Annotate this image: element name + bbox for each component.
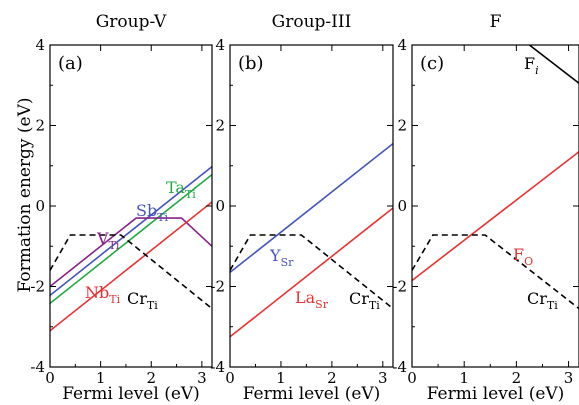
- y-tick-label: -2: [210, 278, 225, 296]
- series-line-f-i: [528, 45, 579, 84]
- x-axis-title: Fermi level (eV): [427, 384, 565, 404]
- series-line-cr-ti: [230, 234, 393, 310]
- x-tick-label: 3: [378, 369, 388, 387]
- panel-title: Group-III: [272, 12, 352, 32]
- y-tick-label: -4: [392, 358, 407, 376]
- x-tick-label: 3: [197, 369, 207, 387]
- y-tick-label: 0: [215, 197, 225, 215]
- plot-frame: [411, 44, 579, 368]
- series-group: [230, 142, 393, 338]
- x-tick-label: 1: [459, 369, 469, 387]
- series-line-f-o: [412, 151, 579, 282]
- x-tick-label: 0: [407, 369, 417, 387]
- panel-title: Group-V: [96, 12, 167, 32]
- series-label-ta-ti: TaTi: [166, 178, 196, 201]
- panel-c: 0 1 2 3 -4 -2 0 2 4 F (c) Fermi level (eV) Fi FO CrTi: [392, 12, 579, 404]
- series-label-v-ti: VTi: [96, 229, 120, 252]
- series-line-cr-ti: [50, 234, 212, 310]
- series-line-la-sr: [230, 207, 393, 338]
- y-tick-label: 2: [397, 117, 407, 135]
- y-tick-label: -4: [30, 358, 45, 376]
- panel-tag: (a): [58, 53, 83, 74]
- x-axis-title: Fermi level (eV): [243, 384, 381, 404]
- y-tick-label: -2: [30, 278, 45, 296]
- panel-tag: (c): [420, 53, 444, 74]
- x-tick-label: 1: [276, 369, 286, 387]
- series-label-f-i: Fi: [524, 54, 539, 77]
- x-tick-label: 0: [45, 369, 55, 387]
- series-label-cr-ti: CrTi: [527, 289, 558, 312]
- series-line-ta-ti: [50, 173, 212, 305]
- series-label-nb-ti: NbTi: [85, 283, 121, 306]
- y-tick-label: 4: [215, 36, 225, 54]
- x-tick-label: 3: [564, 369, 574, 387]
- plot-frame: [49, 44, 213, 368]
- y-tick-label: 0: [35, 197, 45, 215]
- y-tick-label: 2: [215, 117, 225, 135]
- x-tick-label: 1: [96, 369, 106, 387]
- plot-frame: [229, 44, 394, 368]
- y-tick-label: 4: [35, 36, 45, 54]
- series-group: [50, 165, 212, 332]
- y-tick-label: -4: [210, 358, 225, 376]
- x-tick-label: 0: [225, 369, 235, 387]
- series-line-nb-ti: [50, 201, 212, 332]
- x-tick-label: 2: [146, 369, 156, 387]
- series-label-cr-ti: CrTi: [349, 289, 380, 312]
- y-axis-title: Formation energy (eV): [15, 97, 35, 292]
- series-label-sb-ti: SbTi: [136, 201, 169, 224]
- x-tick-label: 2: [327, 369, 337, 387]
- series-line-sb-ti: [50, 165, 212, 297]
- panel-b: 0 1 2 3 -4 -2 0 2 4 Group-III (b) Fermi level (eV) Y…: [210, 12, 394, 404]
- series-label-y-sr: YSr: [269, 246, 294, 269]
- series-line-cr-ti: [412, 234, 579, 310]
- series-label-f-o: FO: [513, 245, 533, 268]
- series-line-v-ti: [50, 217, 212, 288]
- y-tick-label: 2: [35, 117, 45, 135]
- series-group: [412, 45, 579, 310]
- panel-title: F: [490, 12, 502, 32]
- series-label-la-sr: LaSr: [295, 288, 329, 311]
- y-tick-label: 0: [397, 197, 407, 215]
- y-tick-label: -2: [392, 278, 407, 296]
- series-label-cr-ti: CrTi: [127, 289, 158, 312]
- series-line-y-sr: [230, 142, 393, 274]
- panel-tag: (b): [238, 53, 264, 74]
- y-tick-label: 4: [397, 36, 407, 54]
- x-tick-label: 2: [512, 369, 522, 387]
- panel-a: 0 1 2 3 -4 -2 0 2 4 Group-V (a) Fermi level (eV) TaT…: [30, 12, 213, 404]
- x-axis-title: Fermi level (eV): [62, 384, 200, 404]
